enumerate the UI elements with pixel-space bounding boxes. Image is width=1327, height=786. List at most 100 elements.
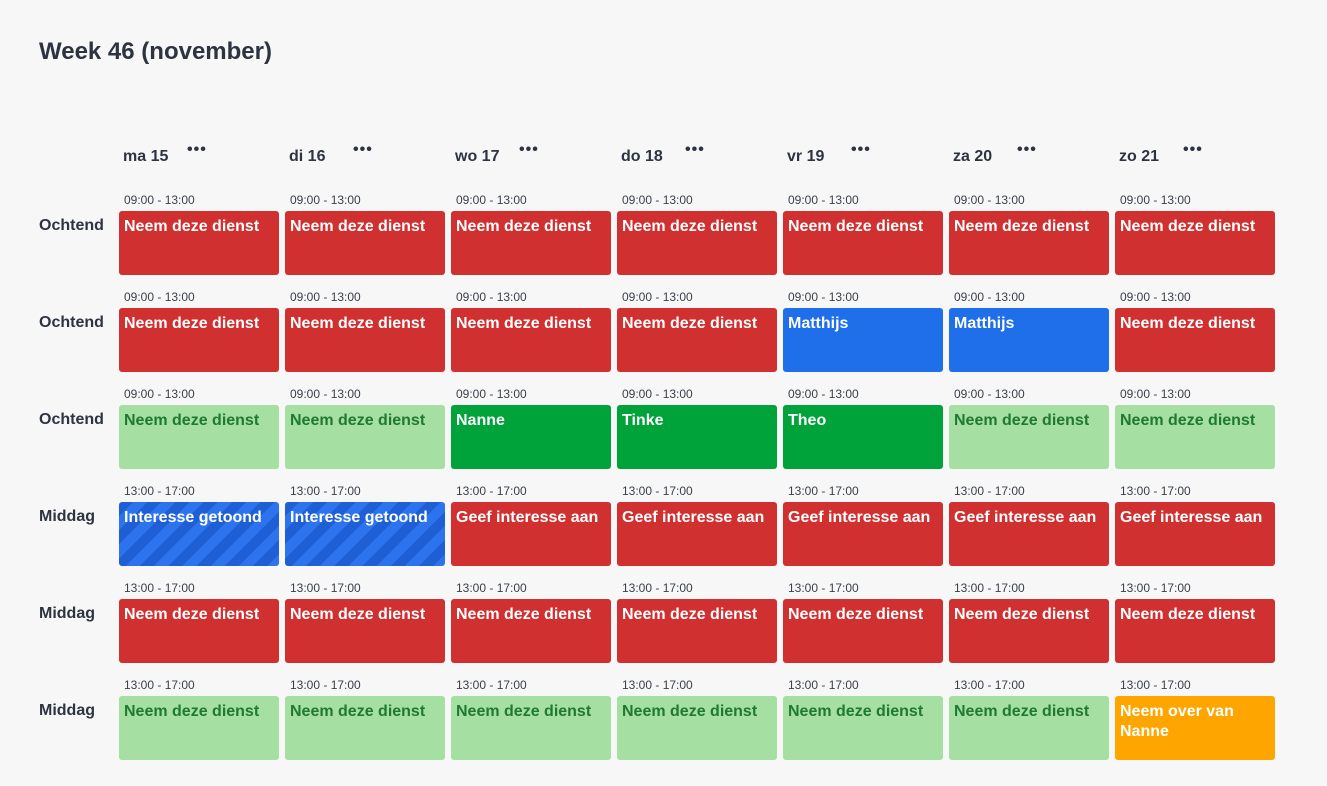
shift-time: 09:00 - 13:00 (124, 290, 195, 304)
row-label: Middag (39, 702, 95, 719)
day-label: ma 15 (123, 148, 169, 165)
shift-time: 09:00 - 13:00 (290, 193, 361, 207)
shift-time: 09:00 - 13:00 (954, 193, 1025, 207)
shift-button[interactable]: Neem deze dienst (451, 696, 611, 760)
shift-button[interactable]: Neem deze dienst (119, 696, 279, 760)
shift-button[interactable]: Nanne (451, 405, 611, 469)
shift-time: 13:00 - 17:00 (456, 484, 527, 498)
shift-time: 13:00 - 17:00 (124, 484, 195, 498)
shift-button[interactable]: Neem deze dienst (285, 211, 445, 275)
shift-button[interactable]: Tinke (617, 405, 777, 469)
shift-time: 13:00 - 17:00 (1120, 581, 1191, 595)
shift-button[interactable]: Neem deze dienst (949, 696, 1109, 760)
shift-button[interactable]: Neem deze dienst (783, 599, 943, 663)
shift-button[interactable]: Matthijs (949, 308, 1109, 372)
shift-time: 13:00 - 17:00 (954, 581, 1025, 595)
shift-button[interactable]: Neem deze dienst (949, 405, 1109, 469)
shift-button[interactable]: Neem deze dienst (451, 599, 611, 663)
day-header: do 18 ••• (621, 142, 704, 168)
shift-button[interactable]: Neem deze dienst (1115, 599, 1275, 663)
shift-button[interactable]: Geef interesse aan (949, 502, 1109, 566)
day-header: vr 19 ••• (787, 142, 870, 168)
day-header: zo 21 ••• (1119, 142, 1202, 168)
shift-time: 09:00 - 13:00 (622, 193, 693, 207)
shift-button[interactable]: Neem deze dienst (617, 696, 777, 760)
shift-time: 13:00 - 17:00 (124, 581, 195, 595)
shift-button[interactable]: Neem over van Nanne (1115, 696, 1275, 760)
shift-time: 13:00 - 17:00 (290, 678, 361, 692)
shift-button[interactable]: Geef interesse aan (617, 502, 777, 566)
shift-button[interactable]: Neem deze dienst (119, 211, 279, 275)
shift-button[interactable]: Interesse getoond (119, 502, 279, 566)
shift-time: 09:00 - 13:00 (788, 290, 859, 304)
day-header: di 16 ••• (289, 142, 372, 168)
shift-time: 09:00 - 13:00 (954, 387, 1025, 401)
shift-button[interactable]: Neem deze dienst (617, 599, 777, 663)
shift-time: 09:00 - 13:00 (124, 193, 195, 207)
shift-button[interactable]: Neem deze dienst (285, 405, 445, 469)
more-dots-icon[interactable]: ••• (851, 141, 871, 158)
day-label: za 20 (953, 148, 993, 165)
shift-button[interactable]: Geef interesse aan (1115, 502, 1275, 566)
shift-time: 13:00 - 17:00 (456, 581, 527, 595)
shift-time: 09:00 - 13:00 (954, 290, 1025, 304)
shift-time: 09:00 - 13:00 (124, 387, 195, 401)
shift-button[interactable]: Neem deze dienst (617, 308, 777, 372)
more-dots-icon[interactable]: ••• (353, 141, 373, 158)
shift-time: 13:00 - 17:00 (788, 678, 859, 692)
day-label: zo 21 (1119, 148, 1160, 165)
row-label: Ochtend (39, 411, 104, 428)
shift-button[interactable]: Neem deze dienst (285, 599, 445, 663)
shift-time: 09:00 - 13:00 (622, 290, 693, 304)
shift-button[interactable]: Interesse getoond (285, 502, 445, 566)
day-header: wo 17 ••• (455, 142, 538, 168)
shift-time: 09:00 - 13:00 (456, 193, 527, 207)
shift-time: 13:00 - 17:00 (456, 678, 527, 692)
shift-button[interactable]: Matthijs (783, 308, 943, 372)
shift-time: 13:00 - 17:00 (1120, 484, 1191, 498)
day-label: di 16 (289, 148, 326, 165)
shift-button[interactable]: Neem deze dienst (119, 308, 279, 372)
shift-button[interactable]: Neem deze dienst (1115, 308, 1275, 372)
shift-time: 09:00 - 13:00 (456, 290, 527, 304)
shift-time: 13:00 - 17:00 (954, 484, 1025, 498)
day-header: ma 15 ••• (123, 142, 206, 168)
shift-button[interactable]: Neem deze dienst (783, 211, 943, 275)
shift-button[interactable]: Neem deze dienst (119, 405, 279, 469)
shift-button[interactable]: Neem deze dienst (285, 696, 445, 760)
shift-button[interactable]: Neem deze dienst (119, 599, 279, 663)
more-dots-icon[interactable]: ••• (1183, 141, 1203, 158)
shift-button[interactable]: Neem deze dienst (451, 211, 611, 275)
shift-time: 13:00 - 17:00 (622, 581, 693, 595)
shift-button[interactable]: Neem deze dienst (783, 696, 943, 760)
row-label: Middag (39, 605, 95, 622)
shift-button[interactable]: Neem deze dienst (949, 211, 1109, 275)
shift-time: 13:00 - 17:00 (622, 678, 693, 692)
day-label: vr 19 (787, 148, 825, 165)
shift-button[interactable]: Neem deze dienst (285, 308, 445, 372)
more-dots-icon[interactable]: ••• (519, 141, 539, 158)
day-label: do 18 (621, 148, 663, 165)
shift-time: 13:00 - 17:00 (788, 484, 859, 498)
shift-button[interactable]: Geef interesse aan (451, 502, 611, 566)
shift-time: 09:00 - 13:00 (1120, 290, 1191, 304)
shift-button[interactable]: Neem deze dienst (1115, 211, 1275, 275)
more-dots-icon[interactable]: ••• (1017, 141, 1037, 158)
shift-button[interactable]: Geef interesse aan (783, 502, 943, 566)
shift-time: 09:00 - 13:00 (788, 193, 859, 207)
shift-button[interactable]: Theo (783, 405, 943, 469)
more-dots-icon[interactable]: ••• (685, 141, 705, 158)
shift-button[interactable]: Neem deze dienst (451, 308, 611, 372)
shift-time: 13:00 - 17:00 (290, 581, 361, 595)
shift-time: 13:00 - 17:00 (788, 581, 859, 595)
shift-button[interactable]: Neem deze dienst (617, 211, 777, 275)
row-label: Ochtend (39, 314, 104, 331)
more-dots-icon[interactable]: ••• (187, 141, 207, 158)
shift-time: 13:00 - 17:00 (622, 484, 693, 498)
page-title: Week 46 (november) (39, 38, 272, 65)
shift-time: 13:00 - 17:00 (290, 484, 361, 498)
shift-button[interactable]: Neem deze dienst (949, 599, 1109, 663)
shift-time: 13:00 - 17:00 (1120, 678, 1191, 692)
row-label: Ochtend (39, 217, 104, 234)
shift-button[interactable]: Neem deze dienst (1115, 405, 1275, 469)
